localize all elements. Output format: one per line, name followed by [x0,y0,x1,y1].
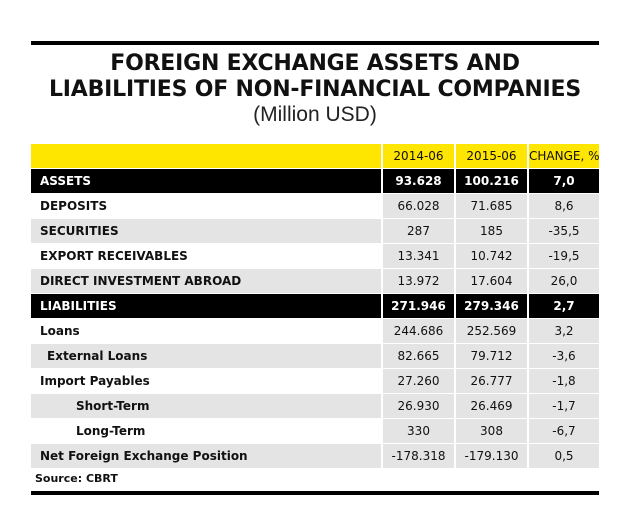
value-2014: 287 [381,219,454,244]
value-change: 2,7 [527,294,599,319]
value-2015: 308 [454,419,527,444]
row-label: Short-Term [31,394,381,419]
value-2014: 330 [381,419,454,444]
row-short-term: Short-Term 26.930 26.469 -1,7 [31,394,599,419]
title-line-2: LIABILITIES OF NON-FINANCIAL COMPANIES [48,77,581,102]
value-2014: 82.665 [381,344,454,369]
value-change: -19,5 [527,244,599,269]
value-2014: 93.628 [381,169,454,194]
row-label: Net Foreign Exchange Position [31,444,381,469]
value-change: 0,5 [527,444,599,469]
row-label: DEPOSITS [31,194,381,219]
row-label: External Loans [31,344,381,369]
row-label: EXPORT RECEIVABLES [31,244,381,269]
value-2014: 66.028 [381,194,454,219]
value-2014: 13.972 [381,269,454,294]
value-change: 8,6 [527,194,599,219]
value-change: -35,5 [527,219,599,244]
value-change: 7,0 [527,169,599,194]
value-2015: 79.712 [454,344,527,369]
value-2015: 17.604 [454,269,527,294]
row-liabilities: LIABILITIES 271.946 279.346 2,7 [31,294,599,319]
table-subtitle: (Million USD) [253,103,377,126]
value-2014: 26.930 [381,394,454,419]
value-2015: 71.685 [454,194,527,219]
value-2015: -179.130 [454,444,527,469]
value-2014: -178.318 [381,444,454,469]
row-deposits: DEPOSITS 66.028 71.685 8,6 [31,194,599,219]
value-change: -3,6 [527,344,599,369]
row-import-payables: Import Payables 27.260 26.777 -1,8 [31,369,599,394]
value-change: -6,7 [527,419,599,444]
row-long-term: Long-Term 330 308 -6,7 [31,419,599,444]
value-change: 26,0 [527,269,599,294]
value-2014: 27.260 [381,369,454,394]
row-label: Loans [31,319,381,344]
title-line-1: FOREIGN EXCHANGE ASSETS AND [110,51,520,76]
row-direct-investment-abroad: DIRECT INVESTMENT ABROAD 13.972 17.604 2… [31,269,599,294]
value-2015: 26.777 [454,369,527,394]
value-2015: 100.216 [454,169,527,194]
row-assets: ASSETS 93.628 100.216 7,0 [31,169,599,194]
value-2015: 185 [454,219,527,244]
value-change: 3,2 [527,319,599,344]
row-external-loans: External Loans 82.665 79.712 -3,6 [31,344,599,369]
row-label: ASSETS [31,169,381,194]
row-securities: SECURITIES 287 185 -35,5 [31,219,599,244]
value-change: -1,7 [527,394,599,419]
value-2015: 26.469 [454,394,527,419]
row-loans: Loans 244.686 252.569 3,2 [31,319,599,344]
table-title: FOREIGN EXCHANGE ASSETS AND LIABILITIES … [31,51,599,103]
source-note: Source: CBRT [35,472,118,485]
fx-table: 2014-06 2015-06 CHANGE, % ASSETS 93.628 … [31,144,599,469]
row-label: Long-Term [31,419,381,444]
value-2015: 252.569 [454,319,527,344]
value-2014: 244.686 [381,319,454,344]
value-change: -1,8 [527,369,599,394]
row-label: DIRECT INVESTMENT ABROAD [31,269,381,294]
bottom-rule [31,491,599,495]
value-2015: 279.346 [454,294,527,319]
value-2014: 271.946 [381,294,454,319]
row-label: LIABILITIES [31,294,381,319]
header-change: CHANGE, % [527,144,599,169]
row-net-fx-position: Net Foreign Exchange Position -178.318 -… [31,444,599,469]
header-2014-06: 2014-06 [381,144,454,169]
top-rule [31,41,599,45]
value-2015: 10.742 [454,244,527,269]
value-2014: 13.341 [381,244,454,269]
row-label: Import Payables [31,369,381,394]
row-export-receivables: EXPORT RECEIVABLES 13.341 10.742 -19,5 [31,244,599,269]
header-label-cell [31,144,381,169]
header-row: 2014-06 2015-06 CHANGE, % [31,144,599,169]
header-2015-06: 2015-06 [454,144,527,169]
row-label: SECURITIES [31,219,381,244]
